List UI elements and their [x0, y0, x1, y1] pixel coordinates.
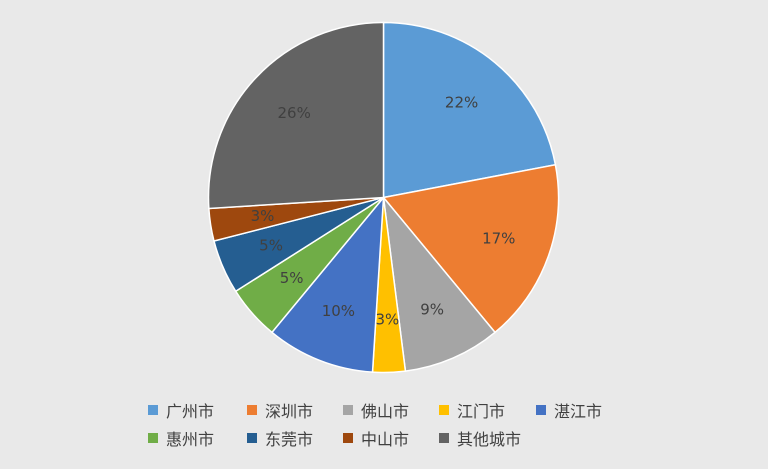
legend-label-guangzhou: 广州市 — [166, 402, 215, 421]
legend-swatch-jiangmen — [439, 405, 449, 415]
data-label-dongguan: 5% — [259, 237, 283, 255]
legend-item-dongguan: 东莞市 — [247, 426, 313, 450]
legend-label-jiangmen: 江门市 — [457, 402, 506, 421]
data-label-huizhou: 5% — [280, 269, 304, 287]
legend-swatch-huizhou — [148, 433, 158, 443]
legend-item-jiangmen: 江门市 — [439, 398, 505, 422]
legend-swatch-foshan — [343, 405, 353, 415]
pie-chart: 22% 17% 9% 3% 10% 5% 5% 3% 26% — [207, 21, 560, 374]
pie-slice-zhanjiang — [270, 195, 385, 373]
legend-item-zhongshan: 中山市 — [343, 426, 409, 450]
legend-swatch-zhongshan — [343, 433, 353, 443]
data-label-guangzhou: 22% — [445, 94, 478, 112]
legend-label-foshan: 佛山市 — [361, 402, 410, 421]
legend-item-other-cities: 其他城市 — [439, 426, 521, 450]
data-label-other-cities: 26% — [278, 104, 311, 122]
pie-slice-foshan — [382, 195, 497, 372]
pie-slice-guangzhou — [382, 21, 557, 199]
legend-swatch-dongguan — [247, 433, 257, 443]
legend-swatch-zhanjiang — [536, 405, 546, 415]
legend-label-dongguan: 东莞市 — [265, 430, 314, 449]
legend-label-shenzhen: 深圳市 — [265, 402, 314, 421]
data-label-shenzhen: 17% — [482, 229, 515, 247]
pie-slice-other-cities — [207, 21, 385, 210]
legend-item-huizhou: 惠州市 — [148, 426, 214, 450]
pie-slice-shenzhen — [382, 163, 560, 334]
data-label-zhanjiang: 10% — [322, 302, 355, 320]
data-label-zhongshan: 3% — [251, 207, 275, 225]
legend-label-other-cities: 其他城市 — [457, 430, 522, 449]
data-label-jiangmen: 3% — [375, 310, 399, 328]
legend-item-guangzhou: 广州市 — [148, 398, 214, 422]
legend-item-shenzhen: 深圳市 — [247, 398, 313, 422]
legend-label-huizhou: 惠州市 — [166, 430, 215, 449]
legend-row-2: 惠州市 东莞市 中山市 其他城市 — [0, 426, 768, 450]
legend-swatch-shenzhen — [247, 405, 257, 415]
legend-row-1: 广州市 深圳市 佛山市 江门市 湛江市 — [0, 398, 768, 422]
data-label-foshan: 9% — [420, 300, 444, 318]
legend-swatch-guangzhou — [148, 405, 158, 415]
legend-label-zhongshan: 中山市 — [361, 430, 410, 449]
legend-item-foshan: 佛山市 — [343, 398, 409, 422]
legend-swatch-other-cities — [439, 433, 449, 443]
legend-item-zhanjiang: 湛江市 — [536, 398, 602, 422]
legend-label-zhanjiang: 湛江市 — [554, 402, 603, 421]
